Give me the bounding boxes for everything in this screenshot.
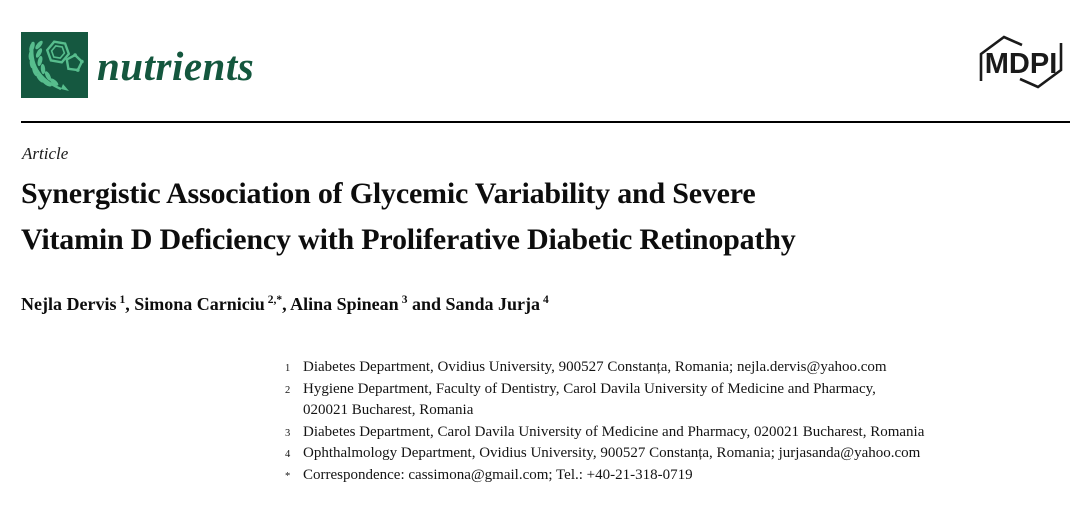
- correspondence-marker: *: [285, 470, 291, 482]
- mdpi-logo-icon: MDPI: [979, 35, 1063, 89]
- author-separator: ,: [125, 294, 135, 314]
- affiliation-marker: 2: [285, 384, 291, 396]
- affiliation-text-line-1: Hygiene Department, Faculty of Dentistry…: [303, 380, 876, 397]
- author-separator: and: [407, 294, 446, 314]
- paper-title-line-2: Vitamin D Deficiency with Proliferative …: [21, 223, 796, 256]
- author-superscript: 3: [401, 294, 408, 306]
- affiliation-marker: 3: [285, 427, 291, 439]
- author-superscript: 4: [543, 294, 549, 306]
- author-superscript: 1: [119, 294, 126, 306]
- affiliation-text-line-2: 020021 Bucharest, Romania: [303, 402, 474, 419]
- mdpi-logo-text: MDPI: [985, 48, 1058, 80]
- affiliation-text: Diabetes Department, Ovidius University,…: [303, 359, 887, 375]
- paper-title-line-1: Synergistic Association of Glycemic Vari…: [21, 177, 756, 210]
- article-type-label: Article: [22, 144, 69, 163]
- mdpi-logo: MDPI: [975, 30, 1067, 99]
- correspondence-item: * Correspondence: cassimona@gmail.com; T…: [285, 465, 1085, 487]
- affiliation-text: Ophthalmology Department, Ovidius Univer…: [303, 445, 921, 462]
- affiliation-marker: 4: [285, 449, 291, 461]
- affiliation-item: 1 Diabetes Department, Ovidius Universit…: [285, 357, 1085, 379]
- author-name: Alina Spinean: [290, 294, 399, 314]
- affiliation-item: 2 Hygiene Department, Faculty of Dentist…: [285, 379, 1085, 422]
- affiliation-marker: 1: [285, 363, 291, 374]
- author-name: Simona Carniciu: [134, 294, 265, 314]
- header-divider: [21, 121, 1070, 123]
- affiliation-text: Hygiene Department, Faculty of Dentistry…: [303, 379, 1085, 422]
- author-name: Nejla Dervis: [21, 294, 117, 314]
- nutrients-logo-icon: [21, 32, 88, 98]
- author-separator: ,: [282, 294, 291, 314]
- nutrients-logo: [21, 32, 88, 98]
- journal-wordmark: nutrients: [97, 43, 255, 89]
- affiliations-list: 1 Diabetes Department, Ovidius Universit…: [285, 357, 1085, 487]
- author-name: Sanda Jurja: [445, 294, 540, 314]
- correspondence-text: Correspondence: cassimona@gmail.com; Tel…: [303, 466, 693, 483]
- affiliation-item: 4 Ophthalmology Department, Ovidius Univ…: [285, 443, 1085, 465]
- affiliation-text: Diabetes Department, Carol Davila Univer…: [303, 423, 925, 440]
- author-superscript: 2,*: [267, 294, 283, 306]
- authors-line: Nejla Dervis 1, Simona Carniciu 2,*, Alina…: [21, 294, 549, 315]
- paper-title: Synergistic Association of Glycemic Vari…: [21, 171, 1041, 263]
- affiliation-item: 3 Diabetes Department, Carol Davila Univ…: [285, 422, 1085, 444]
